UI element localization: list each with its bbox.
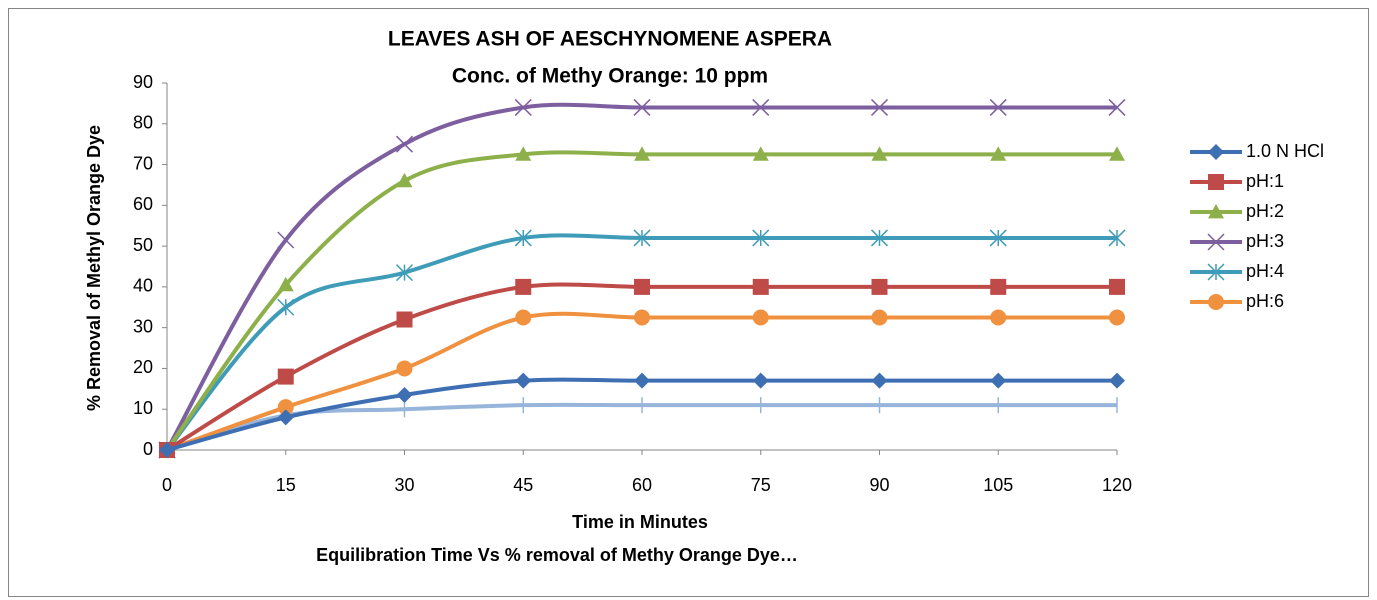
- marker: [989, 229, 1007, 247]
- marker: [871, 146, 888, 161]
- marker: [1208, 294, 1224, 310]
- marker: [752, 98, 770, 116]
- caption: Equilibration Time Vs % removal of Methy…: [316, 545, 798, 565]
- marker: [990, 146, 1007, 161]
- marker: [1207, 263, 1225, 281]
- marker: [990, 278, 1007, 295]
- marker: [633, 98, 651, 116]
- y-tick-label: 40: [133, 276, 153, 296]
- marker: [990, 372, 1007, 389]
- marker: [395, 135, 414, 153]
- marker: [871, 309, 888, 326]
- series-line: [165, 233, 1117, 452]
- x-tick-label: 15: [276, 475, 296, 495]
- x-tick-label: 45: [513, 475, 533, 495]
- marker: [634, 372, 650, 389]
- marker: [159, 442, 175, 458]
- marker: [752, 372, 769, 389]
- marker: [515, 372, 532, 389]
- marker: [514, 98, 532, 116]
- marker: [1109, 309, 1125, 326]
- y-tick-label: 0: [143, 439, 153, 459]
- marker: [277, 409, 294, 426]
- y-tick-label: 20: [133, 357, 153, 377]
- marker: [514, 229, 532, 247]
- marker: [277, 298, 295, 316]
- x-tick-label: 105: [983, 475, 1013, 495]
- y-tick-label: 50: [133, 235, 153, 255]
- marker: [1207, 233, 1225, 251]
- marker: [1109, 372, 1125, 389]
- marker: [277, 368, 294, 385]
- y-tick-label: 60: [133, 194, 153, 214]
- marker: [870, 229, 889, 247]
- y-axis-label: % Removal of Methyl Orange Dye: [84, 125, 104, 411]
- x-tick-label: 90: [869, 475, 889, 495]
- x-tick-label: 0: [162, 475, 172, 495]
- y-tick-label: 90: [133, 72, 153, 92]
- x-tick-label: 75: [751, 475, 771, 495]
- marker: [1208, 174, 1224, 190]
- x-tick-label: 120: [1102, 475, 1132, 495]
- marker: [1108, 98, 1126, 116]
- marker: [396, 386, 413, 403]
- marker: [871, 372, 888, 389]
- marker: [634, 146, 650, 161]
- marker: [1208, 204, 1224, 219]
- marker: [752, 146, 769, 161]
- y-tick-label: 80: [133, 113, 153, 133]
- marker: [395, 264, 414, 282]
- y-tick-label: 30: [133, 316, 153, 336]
- y-tick-label: 70: [133, 153, 153, 173]
- marker: [277, 399, 294, 416]
- marker: [277, 231, 295, 249]
- legend-label: pH:2: [1246, 201, 1284, 221]
- marker: [1109, 146, 1125, 161]
- marker: [990, 309, 1007, 326]
- series-line: [165, 150, 1117, 452]
- chart-title: LEAVES ASH OF AESCHYNOMENE ASPERA: [388, 28, 832, 51]
- x-axis-label: Time in Minutes: [572, 512, 708, 532]
- x-tick-label: 30: [394, 475, 414, 495]
- marker: [634, 309, 650, 326]
- chart-frame: [8, 8, 1369, 597]
- marker: [1108, 229, 1126, 247]
- marker: [515, 309, 532, 326]
- legend-label: pH:6: [1246, 291, 1284, 311]
- chart-subtitle: Conc. of Methy Orange: 10 ppm: [452, 65, 768, 88]
- marker: [396, 311, 413, 328]
- y-tick-label: 10: [133, 398, 153, 418]
- marker: [515, 278, 532, 295]
- legend-label: pH:1: [1246, 171, 1284, 191]
- marker: [752, 278, 769, 295]
- marker: [515, 146, 532, 161]
- x-tick-label: 60: [632, 475, 652, 495]
- marker: [870, 98, 889, 116]
- marker: [277, 276, 294, 292]
- marker: [989, 98, 1007, 116]
- legend-label: pH:3: [1246, 231, 1284, 251]
- legend-label: 1.0 N HCl: [1246, 141, 1324, 161]
- marker: [633, 229, 651, 247]
- marker: [634, 278, 650, 295]
- marker: [396, 172, 413, 188]
- marker: [871, 278, 888, 295]
- marker: [752, 309, 769, 326]
- marker: [752, 229, 770, 247]
- legend-label: pH:4: [1246, 261, 1284, 281]
- marker: [396, 360, 413, 377]
- marker: [1208, 144, 1224, 160]
- marker: [1109, 278, 1125, 295]
